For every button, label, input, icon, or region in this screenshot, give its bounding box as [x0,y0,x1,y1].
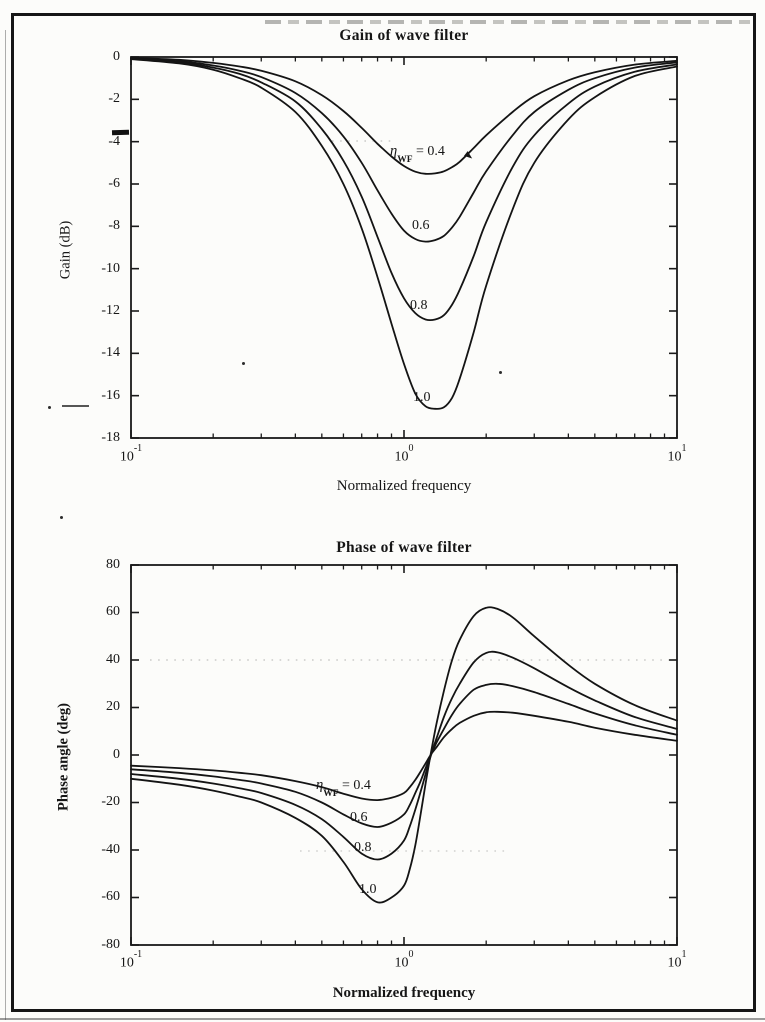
x-tick-base: 10 [394,955,409,971]
y-tick-label: -4 [108,134,120,149]
eta-subscript: WF [323,788,339,799]
y-tick-label: -80 [101,937,120,952]
x-tick-exponent: 0 [408,949,414,960]
curve-label-06: 0.6 [350,810,368,825]
y-tick-label: 60 [106,604,120,619]
y-tick-label: -8 [108,218,120,233]
eta-symbol: η [390,143,398,159]
x-tick-exponent: -1 [133,949,143,960]
curve-label-06: 0.6 [412,218,430,233]
y-tick-label: 40 [106,652,120,667]
scan-artifact-bottom-line [0,1018,765,1020]
y-tick-label: 20 [106,699,120,714]
x-tick-base: 10 [667,449,682,465]
y-tick-label: 0 [113,747,120,762]
curve-label-08: 0.8 [354,840,372,855]
y-tick-label: -12 [101,303,120,318]
y-tick-label: -6 [108,176,120,191]
eta-value: = 0.4 [338,778,371,793]
figure-frame [11,13,756,1012]
x-tick-exponent: 1 [681,949,687,960]
curve-label-10: 1.0 [359,882,377,897]
scan-artifact-dot [48,406,51,409]
x-tick-label: 101 [654,949,700,971]
eta-symbol: η [316,777,324,793]
x-tick-label: 100 [381,949,427,971]
curve-label-08: 0.8 [410,298,428,313]
scan-artifact-dash [62,405,89,407]
y-tick-label: -20 [101,794,120,809]
y-tick-label: 0 [113,49,120,64]
curve-label-eta-04: ηWF = 0.4 [316,777,371,799]
x-tick-exponent: -1 [133,443,143,454]
scan-artifact-left-line [5,30,6,1020]
x-tick-label: 101 [654,443,700,465]
curve-label-eta-04: ηWF = 0.4 [390,143,445,165]
x-tick-label: 100 [381,443,427,465]
y-tick-label: -14 [101,345,120,360]
x-tick-exponent: 1 [681,443,687,454]
y-tick-label: 80 [106,557,120,572]
x-tick-base: 10 [119,449,134,465]
gain-chart-title: Gain of wave filter [339,27,469,44]
y-tick-label: -2 [108,91,120,106]
x-tick-base: 10 [394,449,409,465]
y-tick-label: -60 [101,889,120,904]
y-tick-label: -16 [101,388,120,403]
eta-value: = 0.4 [412,144,445,159]
scan-artifact-dot [499,371,502,374]
y-tick-label: -18 [101,430,120,445]
gain-x-axis-label: Normalized frequency [336,478,472,494]
phase-chart-title: Phase of wave filter [336,539,472,556]
x-tick-base: 10 [119,955,134,971]
eta-subscript: WF [397,154,413,165]
x-tick-exponent: 0 [408,443,414,454]
scan-artifact-dot [242,362,245,365]
scan-artifact-top-smudge [265,20,753,24]
curve-label-10: 1.0 [413,390,431,405]
phase-x-axis-label: Normalized frequency [332,985,476,1001]
x-tick-label: 10-1 [108,443,154,465]
x-tick-label: 10-1 [108,949,154,971]
scan-artifact-dash [111,129,130,135]
y-tick-label: -40 [101,842,120,857]
y-tick-label: -10 [101,261,120,276]
scan-artifact-dot [60,516,63,519]
x-tick-base: 10 [667,955,682,971]
